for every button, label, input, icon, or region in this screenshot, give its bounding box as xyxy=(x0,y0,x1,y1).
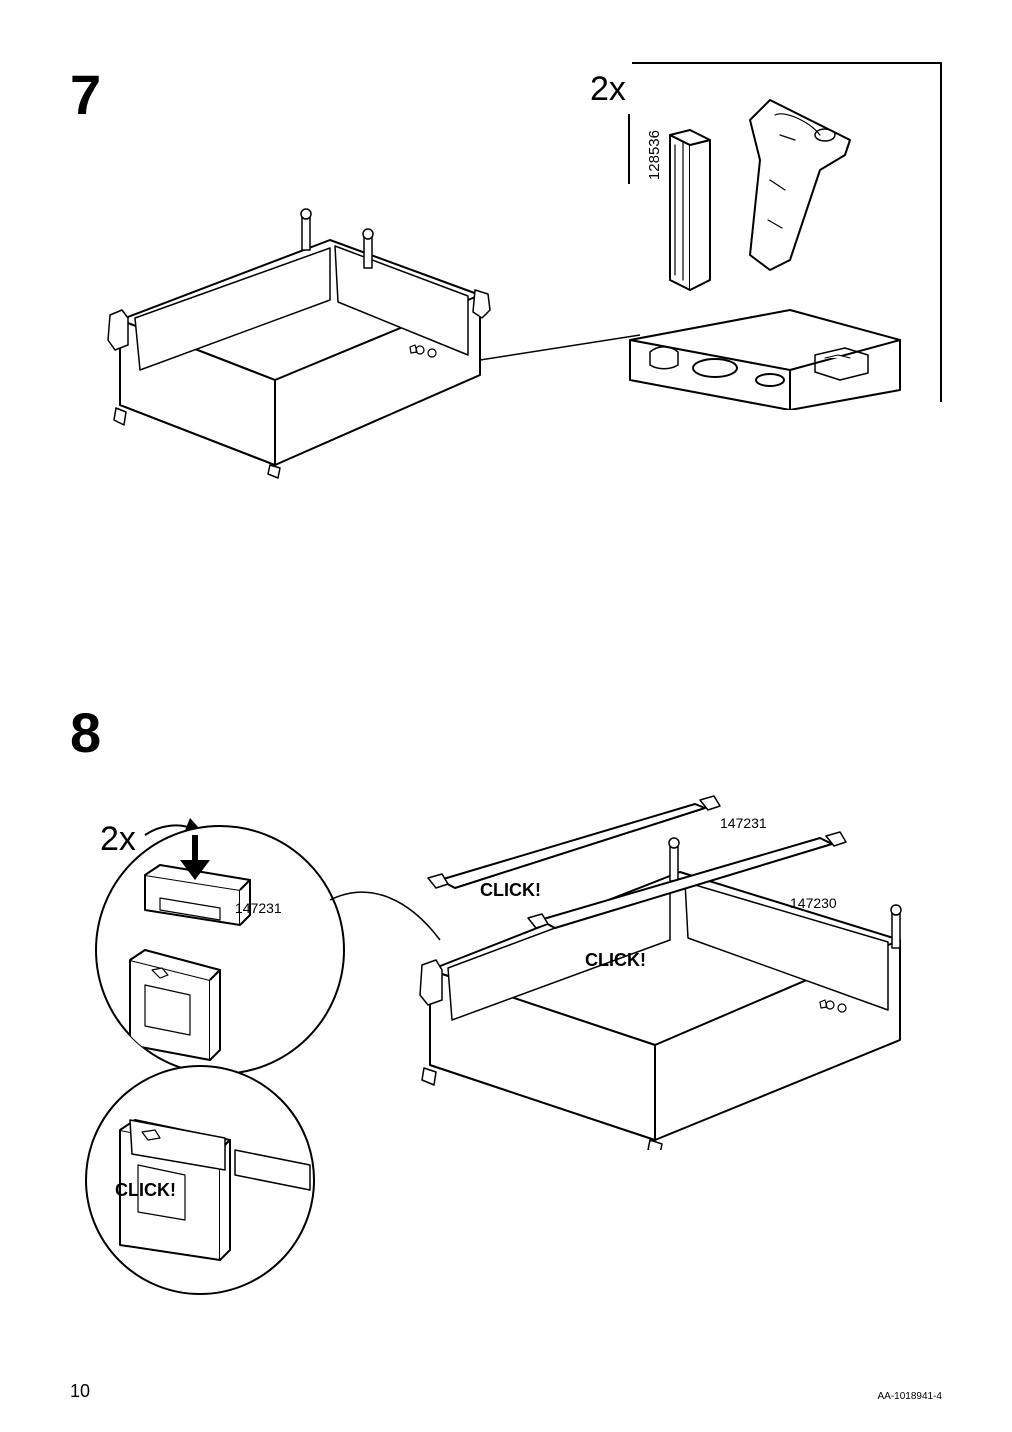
step-7-number: 7 xyxy=(70,62,101,127)
step7-leader-line xyxy=(480,330,660,410)
step8-part-b-label: 147230 xyxy=(790,895,837,911)
instruction-page: 7 2x 128536 xyxy=(0,0,1012,1432)
step8-detail-part-a: 147231 xyxy=(235,900,282,916)
step8-drawer-illustration xyxy=(400,790,920,1150)
step8-detail-top-circle xyxy=(90,820,350,1080)
step8-click-label-1: CLICK! xyxy=(480,880,541,901)
step7-callout-illustration xyxy=(620,80,920,410)
step-8-number: 8 xyxy=(70,700,101,765)
step7-drawer-illustration xyxy=(80,200,500,480)
page-number: 10 xyxy=(70,1381,90,1402)
step8-click-label-detail: CLICK! xyxy=(115,1180,176,1201)
step8-click-label-2: CLICK! xyxy=(585,950,646,971)
document-id: AA-1018941-4 xyxy=(878,1391,943,1402)
step8-part-a-label: 147231 xyxy=(720,815,767,831)
